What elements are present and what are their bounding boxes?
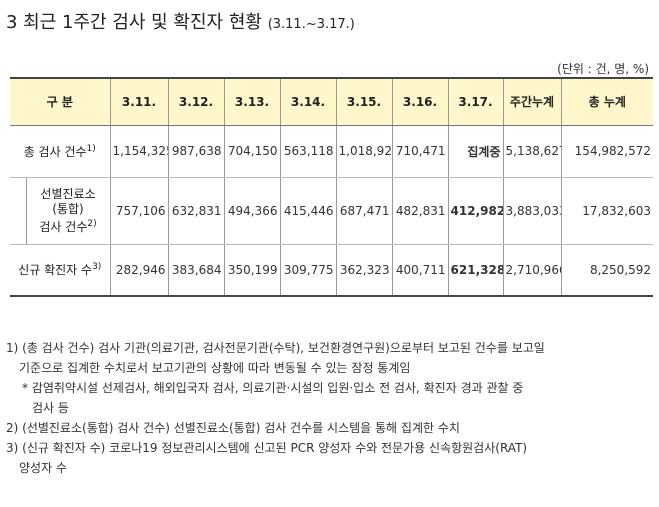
table-cell: 632,831: [168, 177, 225, 245]
table-cell: 309,775: [280, 244, 337, 297]
header-date: 3.16.: [392, 77, 449, 126]
table-cell: 1,018,925: [336, 125, 393, 178]
footnote-marker: 3): [92, 262, 102, 273]
row-label-new-cases: 신규 확진자 수3): [10, 244, 111, 297]
table-cell: 5,138,627: [503, 125, 562, 178]
footnote-1-bullet-cont: 검사 등: [32, 401, 69, 415]
header-category: 구 분: [10, 77, 111, 126]
table-row: 신규 확진자 수3) 282,946 383,684 350,199 309,7…: [10, 244, 654, 297]
table-cell: 412,982: [448, 177, 504, 245]
stats-table: 구 분 3.11. 3.12. 3.13. 3.14. 3.15. 3.16. …: [10, 77, 654, 297]
header-grand-total: 총 누계: [561, 77, 654, 126]
footnotes: 1) (총 검사 건수) 검사 기관(의료기관, 검사전문기관(수탁), 보건환…: [6, 338, 654, 478]
header-date: 3.15.: [336, 77, 393, 126]
title-period: (3.11.~3.17.): [267, 17, 355, 32]
table-cell: 415,446: [280, 177, 337, 245]
footnote-marker: 2): [87, 218, 97, 229]
footnote-3-cont: 양성자 수: [19, 461, 67, 475]
table-row: 총 검사 건수1) 1,154,325 987,638 704,150 563,…: [10, 125, 654, 178]
header-date: 3.12.: [168, 77, 225, 126]
row-label-line: 검사 건수: [39, 219, 88, 234]
table-cell: 8,250,592: [561, 244, 654, 297]
footnote-1-bullet: * 감염취약시설 선제검사, 해외입국자 검사, 의료기관·시설의 입원·입소 …: [22, 381, 524, 395]
table-cell: 383,684: [168, 244, 225, 297]
row-indent: [10, 177, 27, 245]
table-cell: 482,831: [392, 177, 449, 245]
header-date: 3.11.: [110, 77, 169, 126]
table-cell: 350,199: [224, 244, 281, 297]
row-label-line: 선별진료소: [40, 186, 96, 201]
footnote-3: 3) (신규 확진자 수) 코로나19 정보관리시스템에 신고된 PCR 양성자…: [6, 441, 528, 455]
footnote-1-cont: 기준으로 집계한 수치로서 보고기관의 상황에 따라 변동될 수 있는 잠정 통…: [19, 361, 411, 375]
row-label-text: 총 검사 건수: [23, 144, 87, 159]
table-cell: 362,323: [336, 244, 393, 297]
table-cell: 3,883,033: [503, 177, 562, 245]
table-cell: 621,328: [448, 244, 504, 297]
table-cell: 757,106: [110, 177, 169, 245]
footnote-marker: 1): [86, 143, 96, 154]
table-cell: 494,366: [224, 177, 281, 245]
table-cell: 687,471: [336, 177, 393, 245]
row-label-line: (통합): [52, 201, 84, 216]
table-cell: 710,471: [392, 125, 449, 178]
table-cell: 17,832,603: [561, 177, 654, 245]
table-cell: 1,154,325: [110, 125, 169, 178]
row-label-screening-tests: 선별진료소 (통합) 검사 건수2): [26, 177, 111, 245]
table-cell: 2,710,966: [503, 244, 562, 297]
footnote-1: 1) (총 검사 건수) 검사 기관(의료기관, 검사전문기관(수탁), 보건환…: [6, 341, 545, 355]
table-cell: 282,946: [110, 244, 169, 297]
header-row: 구 분 3.11. 3.12. 3.13. 3.14. 3.15. 3.16. …: [10, 77, 654, 126]
table-cell: 563,118: [280, 125, 337, 178]
row-label-text: 신규 확진자 수: [18, 263, 93, 278]
table-row: 선별진료소 (통합) 검사 건수2) 757,106 632,831 494,3…: [10, 177, 654, 245]
header-date: 3.17.: [448, 77, 504, 126]
table-cell: 400,711: [392, 244, 449, 297]
table-cell: 987,638: [168, 125, 225, 178]
header-date: 3.14.: [280, 77, 337, 126]
unit-label: (단위 : 건, 명, %): [557, 62, 649, 76]
row-label-total-tests: 총 검사 건수1): [10, 125, 111, 178]
table-cell: 704,150: [224, 125, 281, 178]
footnote-2: 2) (선별진료소(통합) 검사 건수) 선별진료소(통합) 검사 건수를 시스…: [6, 421, 460, 435]
header-date: 3.13.: [224, 77, 281, 126]
header-weekly-total: 주간누계: [503, 77, 562, 126]
table-cell: 집계중: [448, 125, 504, 178]
table-cell: 154,982,572: [561, 125, 654, 178]
title-text: 3 최근 1주간 검사 및 확진자 현황: [6, 12, 262, 33]
section-title: 3 최근 1주간 검사 및 확진자 현황 (3.11.~3.17.): [6, 8, 355, 34]
